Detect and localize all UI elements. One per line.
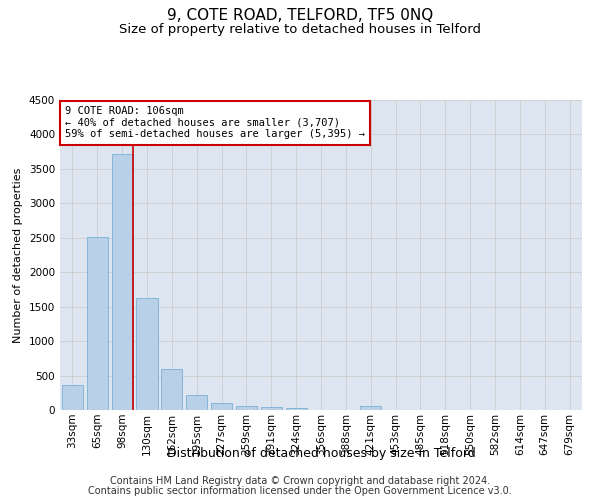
Bar xyxy=(112,154,133,410)
Bar xyxy=(136,298,158,410)
Bar xyxy=(186,394,207,410)
Bar xyxy=(87,237,108,410)
Bar xyxy=(286,408,307,410)
Y-axis label: Number of detached properties: Number of detached properties xyxy=(13,168,23,342)
Text: Contains HM Land Registry data © Crown copyright and database right 2024.: Contains HM Land Registry data © Crown c… xyxy=(110,476,490,486)
Text: Contains public sector information licensed under the Open Government Licence v3: Contains public sector information licen… xyxy=(88,486,512,496)
Bar xyxy=(261,407,282,410)
Bar xyxy=(211,403,232,410)
Text: 9, COTE ROAD, TELFORD, TF5 0NQ: 9, COTE ROAD, TELFORD, TF5 0NQ xyxy=(167,8,433,22)
Text: Distribution of detached houses by size in Telford: Distribution of detached houses by size … xyxy=(167,448,475,460)
Bar xyxy=(161,370,182,410)
Bar xyxy=(62,384,83,410)
Text: 9 COTE ROAD: 106sqm
← 40% of detached houses are smaller (3,707)
59% of semi-det: 9 COTE ROAD: 106sqm ← 40% of detached ho… xyxy=(65,106,365,140)
Bar xyxy=(236,406,257,410)
Bar xyxy=(360,406,381,410)
Text: Size of property relative to detached houses in Telford: Size of property relative to detached ho… xyxy=(119,22,481,36)
